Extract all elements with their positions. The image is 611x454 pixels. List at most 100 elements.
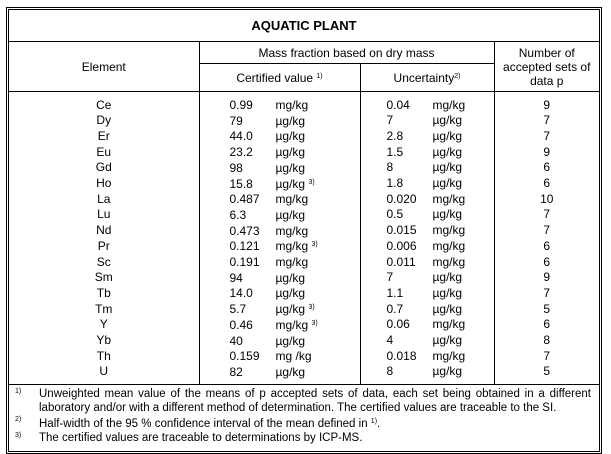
certified-value-cell: 79 µg/kg [198,112,360,129]
certified-value-cell: 0.121 mg/kg 3) [198,238,360,255]
sets-count-cell: 6 [493,238,599,255]
certified-values-table: AQUATIC PLANT Element Mass fraction base… [6,7,602,454]
table-row: Sc 0.191 mg/kg 0.011 mg/kg 6 [9,254,599,270]
certified-value-cell: 6.3 µg/kg [198,206,360,223]
sets-count-cell: 6 [493,316,599,333]
uncertainty-cell: 8 µg/kg [359,363,494,384]
element-cell: La [97,191,111,206]
element-cell: Sm [94,270,113,285]
uncertainty-cell: 4 µg/kg [359,332,494,349]
certified-value-cell: 94 µg/kg [198,269,360,286]
sets-count-cell: 5 [493,363,599,384]
certified-value-cell: 0.487 mg/kg [198,191,360,207]
certified-value-cell: 40 µg/kg [198,332,360,349]
element-cell: Nd [96,223,112,238]
table-row: Ce 0.99 mg/kg 0.04 mg/kg 9 [9,91,599,113]
certified-value-cell: 5.7 µg/kg 3) [198,301,360,317]
table-row: Th 0.159 mg /kg 0.018 mg/kg 7 [9,348,599,364]
uncertainty-cell: 0.018 mg/kg [359,348,494,364]
table-row: Gd 98 µg/kg 8 µg/kg 6 [9,159,599,176]
table-row: Pr 0.121 mg/kg 3) 0.006 mg/kg 6 [9,238,599,255]
element-cell: Pr [97,238,110,253]
sets-count-cell: 7 [493,206,599,223]
element-cell: Er [97,128,110,143]
uncertainty-cell: 0.06 mg/kg [359,316,494,333]
element-cell: Ho [96,176,112,191]
header-element: Element [9,41,199,92]
header-number-of-sets: Number of accepted sets of data p [493,41,599,92]
certified-value-cell: 0.99 mg/kg [198,91,360,113]
element-cell: Gd [95,160,112,175]
sets-count-cell: 9 [493,144,599,160]
sets-count-cell: 9 [493,91,599,113]
element-cell: Yb [96,333,112,348]
sets-count-cell: 5 [493,301,599,317]
table-row: U 82 µg/kg 8 µg/kg 5 [9,363,599,384]
sets-count-cell: 6 [493,159,599,176]
uncertainty-cell: 1.1 µg/kg [359,285,494,302]
table-row: Dy 79 µg/kg 7 µg/kg 7 [9,112,599,129]
uncertainty-cell: 7 µg/kg [359,269,494,286]
table-title: AQUATIC PLANT [9,10,599,42]
table-row: Nd 0.473 mg/kg 0.015 mg/kg 7 [9,222,599,239]
uncertainty-cell: 0.011 mg/kg [359,254,494,270]
certified-value-cell: 0.473 mg/kg [198,222,360,239]
uncertainty-cell: 8 µg/kg [359,159,494,176]
table-row: Ho 15.8 µg/kg 3) 1.8 µg/kg 6 [9,175,599,192]
element-cell: Tm [95,301,113,316]
footnote-3: 3) The certified values are traceable to … [15,431,363,444]
element-cell: Sc [96,254,111,269]
table-row: Er 44.0 µg/kg 2.8 µg/kg 7 [9,128,599,145]
element-cell: Ce [96,97,112,112]
certified-value-cell: 82 µg/kg [198,363,360,384]
element-cell: Lu [97,207,111,222]
sets-count-cell: 9 [493,269,599,286]
table-row: Sm 94 µg/kg 7 µg/kg 9 [9,269,599,286]
footnote-1: 1) Unweighted mean value of the means of … [15,387,591,414]
sets-count-cell: 10 [493,191,599,207]
certified-value-cell: 0.46 mg/kg 3) [198,316,360,333]
element-cell: Eu [96,144,112,159]
uncertainty-cell: 0.020 mg/kg [359,191,494,207]
table-row: Y 0.46 mg/kg 3) 0.06 mg/kg 6 [9,316,599,333]
sets-count-cell: 7 [493,348,599,364]
sets-count-cell: 6 [493,175,599,192]
element-cell: Tb [96,285,111,300]
table-row: Eu 23.2 µg/kg 1.5 µg/kg 9 [9,144,599,160]
footnotes: 1) Unweighted mean value of the means of … [9,383,599,451]
uncertainty-cell: 1.5 µg/kg [359,144,494,160]
table-row: Lu 6.3 µg/kg 0.5 µg/kg 7 [9,206,599,223]
certified-value-cell: 23.2 µg/kg [198,144,360,160]
sets-count-cell: 7 [493,222,599,239]
uncertainty-cell: 0.7 µg/kg [359,301,494,317]
sets-count-cell: 8 [493,332,599,349]
uncertainty-cell: 1.8 µg/kg [359,175,494,192]
uncertainty-cell: 2.8 µg/kg [359,128,494,145]
header-certified-value: Certified value 1) [198,63,360,92]
element-cell: U [99,364,109,379]
certified-value-cell: 44.0 µg/kg [198,128,360,145]
certified-value-cell: 0.191 mg/kg [198,254,360,270]
sets-count-cell: 6 [493,254,599,270]
table-row: La 0.487 mg/kg 0.020 mg/kg 10 [9,191,599,207]
sets-count-cell: 7 [493,112,599,129]
header-uncertainty: Uncertainty2) [359,63,494,92]
uncertainty-cell: 0.015 mg/kg [359,222,494,239]
certified-value-cell: 0.159 mg /kg [198,348,360,364]
element-cell: Y [99,317,108,332]
header-mass-fraction: Mass fraction based on dry mass [198,41,494,64]
uncertainty-cell: 7 µg/kg [359,112,494,129]
uncertainty-cell: 0.5 µg/kg [359,206,494,223]
table-row: Tm 5.7 µg/kg 3) 0.7 µg/kg 5 [9,301,599,317]
table-row: Tb 14.0 µg/kg 1.1 µg/kg 7 [9,285,599,302]
uncertainty-cell: 0.006 mg/kg [359,238,494,255]
element-cell: Th [96,348,111,363]
certified-value-cell: 14.0 µg/kg [198,285,360,302]
sets-count-cell: 7 [493,128,599,145]
element-cell: Dy [96,113,112,128]
uncertainty-cell: 0.04 mg/kg [359,91,494,113]
certified-value-cell: 98 µg/kg [198,159,360,176]
certified-value-cell: 15.8 µg/kg 3) [198,175,360,192]
table-row: Yb 40 µg/kg 4 µg/kg 8 [9,332,599,349]
sets-count-cell: 7 [493,285,599,302]
